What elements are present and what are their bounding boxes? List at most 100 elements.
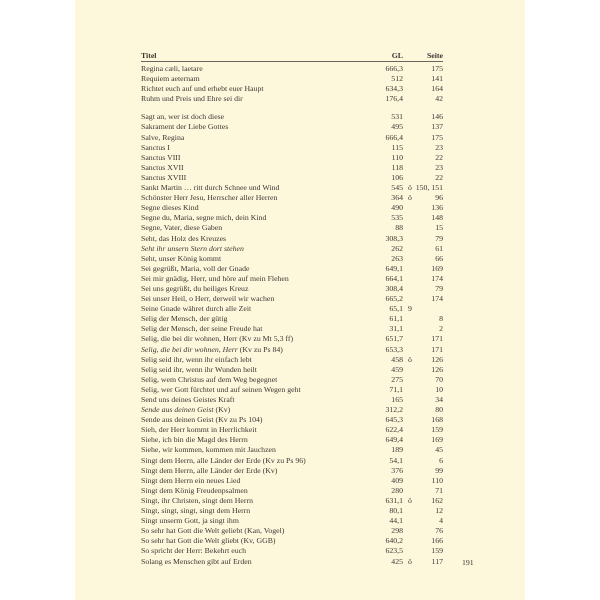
entry-title-text: Singt, ihr Christen, singt dem Herrn [141,495,253,505]
entry-title: Regina cæli, laetare [141,64,203,74]
entry-title-text: Sei gegrüßt, Maria, voll der Gnade [141,263,250,273]
entry-page: 42 [435,94,443,104]
table-row: Salve, Regina 666,4 175 [141,133,443,143]
table-row: Segne du, Maria, segne mich, dein Kind 53… [141,213,443,223]
table-row: Sakrament der Liebe Gottes 495 137 [141,122,443,132]
entry-title: Send uns deines Geistes Kraft [141,395,235,405]
entry-title: Sende aus deinen Geist (Kv) [141,405,230,415]
entry-title: Selig der Mensch, der gütig [141,314,227,324]
entry-title: Sieh, der Herr kommt in Herrlichkeit [141,425,257,435]
entry-gl-number: 71,1 [389,384,403,394]
entry-title: Singt unserm Gott, ja singt ihm [141,516,239,526]
entry-gl-number: 666,4 [385,132,403,142]
table-row: Sanctus I 115 23 [141,143,443,153]
entry-title: Sagt an, wer ist doch diese [141,112,224,122]
entry-title: Sakrament der Liebe Gottes [141,122,228,132]
entry-page: 80 [435,405,443,415]
entry-title: Segne, Vater, diese Gaben [141,223,222,233]
entry-title: Segne dieses Kind [141,203,199,213]
entry-page: 8 [439,314,443,324]
entry-page: 96 [435,193,443,203]
entry-title: Sankt Martin … ritt durch Schnee und Win… [141,183,279,193]
table-row: Selig, die bei dir wohnen, Herr (Kv zu P… [141,345,443,355]
entry-page: 126 [431,354,443,364]
entry-title-text: Send uns deines Geistes Kraft [141,395,235,404]
entry-title: Singt dem König Freudenpsalmen [141,486,248,496]
table-row: Sanctus VIII 110 22 [141,153,443,163]
entry-gl-number: 545 [391,183,403,193]
entry-title: Ruhm und Preis und Ehre sei dir [141,94,243,104]
entry-gl-number: 298 [391,526,403,536]
entry-title: Schönster Herr Jesu, Herrscher aller Her… [141,193,277,203]
table-row: Richtet euch auf und erhebt euer Haupt 63… [141,84,443,94]
table-row: Seht, unser König kommt 263 66 [141,254,443,264]
entry-title-text: Sagt an, wer ist doch diese [141,112,225,122]
entry-page: 23 [435,162,443,172]
table-row: Singt dem Herrn, alle Länder der Erde (K… [141,466,443,476]
entry-title: Sanctus I [141,143,170,153]
entry-page: 61 [435,243,443,253]
entry-title-text: Ruhm und Preis und Ehre sei dir [141,94,243,104]
table-row: Seine Gnade währet durch alle Zeit 65,1 9 [141,304,443,314]
entry-gl-number: 31,1 [389,324,403,334]
page-number: 191 [462,558,474,567]
entry-page: 136 [431,203,443,213]
table-row: Sankt Martin … ritt durch Schnee und Win… [141,183,443,193]
table-row: Sei gegrüßt, Maria, voll der Gnade 649,1 1… [141,264,443,274]
table-row: Singt dem Herrn ein neues Lied 409 110 [141,476,443,486]
entry-title-text: Singt dem König Freudenpsalmen [141,485,248,495]
entry-gl-number: 115 [391,142,403,152]
entry-page: 174 [431,294,443,304]
entry-title: Singt, singt, singt, singt dem Herrn [141,506,250,516]
entry-gl-number: 376 [391,465,403,475]
entry-title-italic: Seht ihr unsern Stern dort stehen [141,243,244,253]
table-row: Singt dem Herrn, alle Länder der Erde (K… [141,456,443,466]
entry-page: 76 [435,526,443,536]
entry-page: 4 [439,516,443,526]
entry-page: 66 [435,253,443,263]
entry-title: Sei unser Heil, o Herr, derweil wir wach… [141,294,274,304]
entry-title-text: Regina cæli, laetare [141,64,203,73]
entry-gl-number: 312,2 [385,405,403,415]
entry-page: 162 [431,495,443,505]
entry-page: 2 [439,324,443,334]
table-row: Selig der Mensch, der gütig 61,1 8 [141,314,443,324]
entry-title-text: Sende aus deinen Geist (Kv zu Ps 104) [141,415,263,425]
entry-gl-number: 622,4 [385,425,403,435]
entry-gl-number: 665,2 [385,294,403,304]
entry-title: Sei mir gnädig, Herr, und höre auf mein … [141,274,289,284]
entry-title-text: Sankt Martin … ritt durch Schnee und Win… [141,183,280,193]
entry-page: 171 [431,344,443,354]
table-row: Solang es Menschen gibt auf Erden 425 ö 117 [141,557,443,567]
entry-title-text: Selig der Mensch, der gütig [141,314,228,324]
table-row: Ruhm und Preis und Ehre sei dir 176,4 42 [141,94,443,104]
table-row: Selig, die bei dir wohnen, Herr (Kv zu M… [141,334,443,344]
entry-page: 141 [431,74,443,84]
table-row: So sehr hat Gott die Welt geliebt (Kan, … [141,526,443,536]
entry-title-text: Sakrament der Liebe Gottes [141,122,229,132]
entry-gl-number: 165 [391,395,403,404]
entry-gl-number: 634,3 [385,84,403,94]
entry-page: 22 [435,152,443,162]
entry-gl-number: 262 [391,243,403,253]
table-row: Segne, Vater, diese Gaben 88 15 [141,223,443,233]
header-gl: GL [391,51,403,60]
entry-title-text: Selig der Mensch, der seine Freude hat [141,324,263,334]
entry-title-text: Singt dem Herrn ein neues Lied [141,475,241,485]
entry-title-text: Seht, das Holz des Kreuzes [141,233,227,243]
entry-page: 159 [431,546,443,556]
entry-gl-number: 512 [391,74,403,84]
entry-gl-number: 106 [391,172,403,182]
entry-title-text: Singt unserm Gott, ja singt ihm [141,516,239,526]
entry-title-italic: Sende aus deinen Geist [141,405,214,415]
entry-gl-number: 44,1 [389,516,403,526]
entry-title-text: Requiem aeternam [141,74,200,84]
entry-title-text: Segne dieses Kind [141,203,199,213]
entry-gl-number: 649,1 [385,263,403,273]
entry-page: 117 [431,556,443,566]
entry-page: 150, 151 [415,183,443,193]
entry-page: 12 [435,506,443,516]
entry-title: Sei gegrüßt, Maria, voll der Gnade [141,264,249,274]
entry-page: 10 [435,384,443,394]
table-row: Seht, das Holz des Kreuzes 308,3 79 [141,234,443,244]
